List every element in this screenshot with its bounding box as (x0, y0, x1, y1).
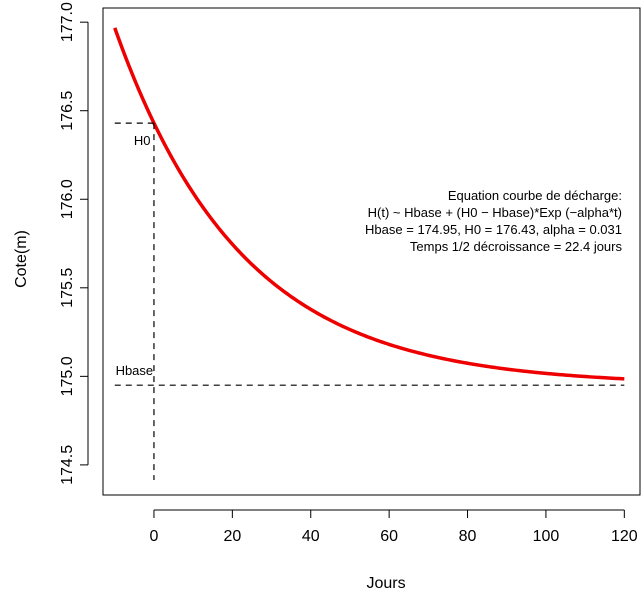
y-tick-label: 175.5 (59, 268, 76, 308)
y-tick-label: 177.0 (59, 2, 76, 42)
x-tick-label: 40 (302, 528, 320, 545)
x-tick-label: 20 (223, 528, 241, 545)
plot-area: H0 Hbase (102, 7, 641, 496)
y-axis-title: Cote(m) (13, 230, 30, 288)
y-tick-label: 175.0 (59, 356, 76, 396)
plot-frame (102, 7, 641, 496)
annotation-line: Temps 1/2 décroissance = 22.4 jours (410, 239, 623, 254)
y-tick-label: 176.0 (59, 179, 76, 219)
x-tick-label: 0 (150, 528, 159, 545)
y-axis: 174.5 175.0 175.5 176.0 176.5 177.0 (59, 2, 89, 485)
annotation-line: H(t) ~ Hbase + (H0 − Hbase)*Exp (−alpha*… (368, 205, 622, 220)
annotation-line: Hbase = 174.95, H0 = 176.43, alpha = 0.0… (365, 222, 622, 237)
y-tick-label: 176.5 (59, 91, 76, 131)
hbase-label: Hbase (116, 363, 154, 378)
y-tick-label: 174.5 (59, 445, 76, 485)
x-tick-label: 60 (380, 528, 398, 545)
equation-annotation: Equation courbe de décharge: H(t) ~ Hbase… (365, 188, 622, 254)
x-tick-label: 80 (459, 528, 477, 545)
x-tick-label: 120 (611, 528, 638, 545)
x-tick-label: 100 (533, 528, 560, 545)
h0-label: H0 (134, 133, 151, 148)
decay-curve-line (113, 27, 625, 381)
annotation-line: Equation courbe de décharge: (448, 188, 622, 203)
x-axis: 0 20 40 60 80 100 120 (150, 509, 638, 545)
x-axis-title: Jours (366, 575, 405, 592)
